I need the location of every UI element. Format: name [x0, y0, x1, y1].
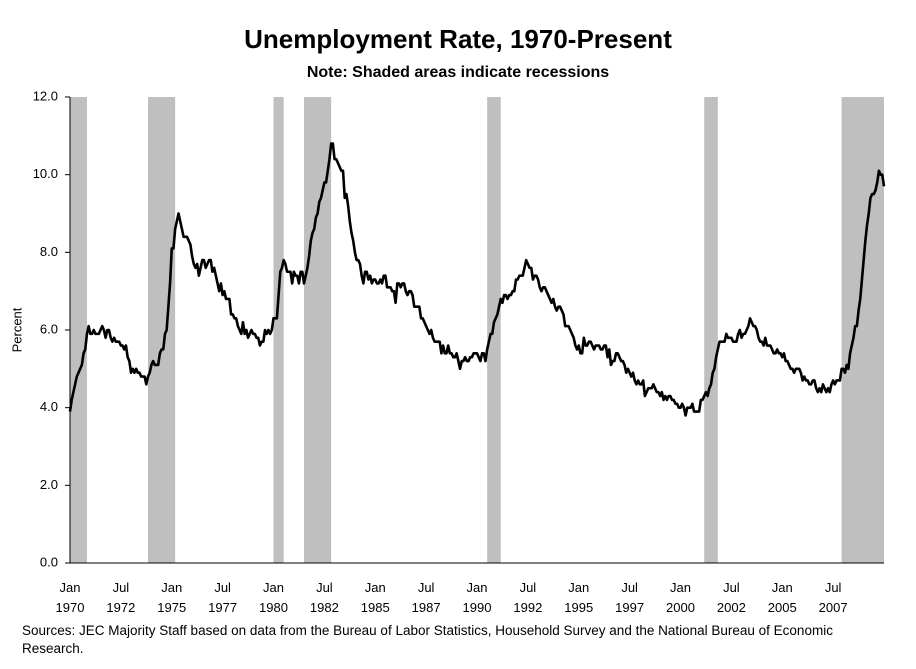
recession-band: [704, 97, 718, 563]
x-tick-label: Jan 1975: [157, 580, 187, 615]
y-tick-label: 8.0: [40, 244, 58, 259]
y-tick-label: 4.0: [40, 399, 58, 414]
x-tick-label: Jul 1997: [615, 580, 645, 615]
chart-title: Unemployment Rate, 1970-Present: [244, 24, 672, 54]
x-tick-label: Jan 1995: [564, 580, 594, 615]
x-tick-label: Jul 1972: [106, 580, 136, 615]
x-tick-label: Jul 1982: [309, 580, 339, 615]
y-axis-label: Percent: [9, 307, 24, 352]
recession-band: [273, 97, 284, 563]
x-tick-label: Jul 2007: [818, 580, 848, 615]
y-tick-label: 12.0: [33, 88, 58, 103]
x-tick-label: Jan 2005: [767, 580, 797, 615]
y-tick-label: 6.0: [40, 321, 58, 336]
x-tick-label: Jan 1970: [55, 580, 85, 615]
data-line: [68, 142, 886, 417]
recession-band: [70, 97, 87, 563]
chart-subtitle: Note: Shaded areas indicate recessions: [307, 64, 609, 81]
x-tick-label: Jan 2000: [666, 580, 695, 615]
recession-band: [148, 97, 176, 563]
y-tick-label: 2.0: [40, 477, 58, 492]
x-tick-label: Jan 1990: [462, 580, 492, 615]
x-tick-label: Jul 1992: [513, 580, 543, 615]
x-tick-label: Jan 1980: [259, 580, 288, 615]
y-tick-label: 10.0: [33, 166, 58, 181]
x-tick-label: Jul 1987: [411, 580, 441, 615]
recession-band: [841, 97, 884, 563]
source-note: Sources: JEC Majority Staff based on dat…: [22, 623, 833, 656]
y-tick-label: 0.0: [40, 554, 58, 569]
x-tick-label: Jul 2002: [716, 580, 746, 615]
x-tick-label: Jul 1977: [208, 580, 238, 615]
x-tick-label: Jan 1985: [360, 580, 390, 615]
